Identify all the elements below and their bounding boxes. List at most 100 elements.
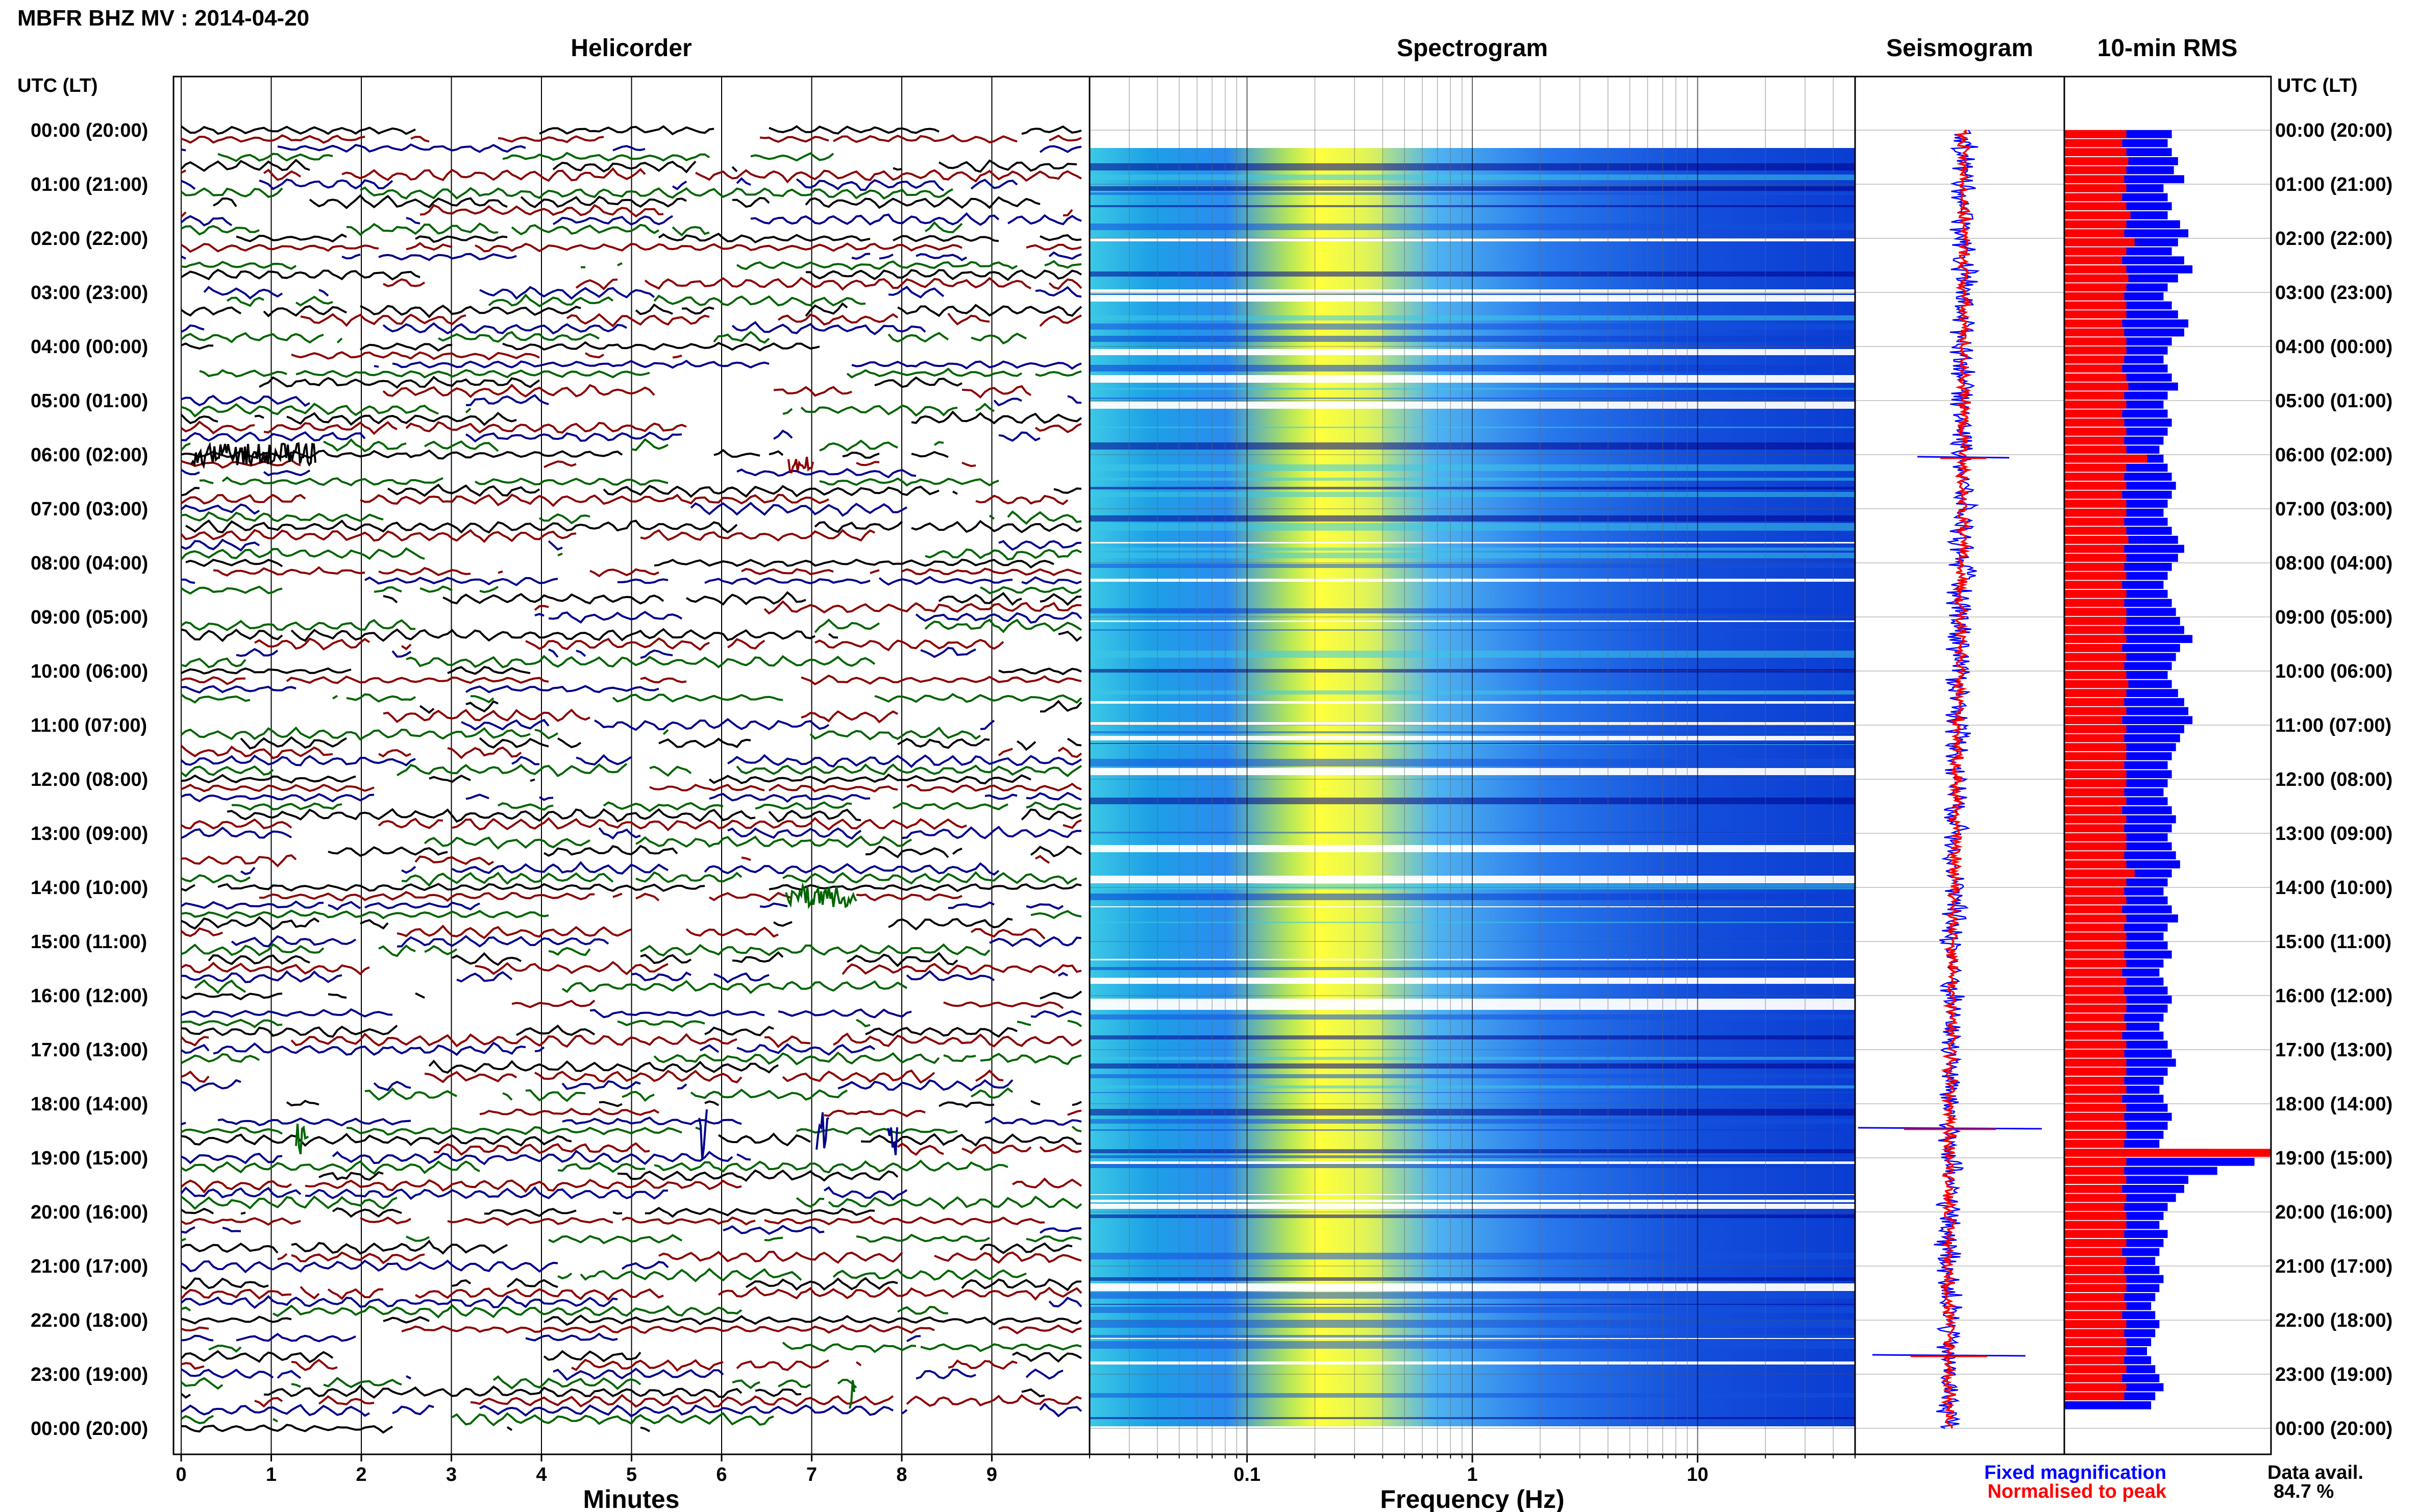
rms-bar-normalised: [2064, 1023, 2127, 1031]
helicorder-trace: [181, 1314, 1082, 1326]
helicorder-trace: [180, 1402, 1082, 1418]
helicorder-trace: [181, 909, 1082, 920]
rms-bar-normalised: [2064, 247, 2127, 256]
rms-bar-normalised: [2064, 788, 2125, 797]
helicorder-trace: [286, 1100, 1082, 1108]
helicorder-trace: [180, 420, 1082, 435]
rms-bar-normalised: [2064, 1311, 2122, 1320]
hour-label-left: 04:00 (00:00): [31, 336, 148, 358]
rms-bar-normalised: [2064, 527, 2127, 535]
helicorder-trace: [255, 638, 1081, 650]
rms-bar-normalised: [2064, 707, 2127, 715]
rms-bar-normalised: [2064, 698, 2125, 706]
rms-bar-normalised: [2064, 1374, 2122, 1382]
rms-bar-normalised: [2064, 1302, 2127, 1310]
rms-bar-normalised: [2064, 716, 2122, 725]
rms-bar-normalised: [2064, 536, 2129, 544]
rms-bar-normalised: [2064, 1185, 2122, 1193]
rms-bar-normalised: [2064, 283, 2127, 292]
helicorder-trace: [181, 782, 1082, 794]
rms-bar-normalised: [2064, 1257, 2127, 1266]
helicorder-trace: [199, 367, 1082, 379]
hour-label-right: 12:00 (08:00): [2275, 769, 2392, 790]
rms-bar-normalised: [2064, 220, 2127, 229]
rms-bar-normalised: [2064, 1112, 2125, 1121]
hour-label-right: 17:00 (13:00): [2275, 1039, 2392, 1061]
rms-bar-normalised: [2064, 229, 2125, 238]
helicorder-trace: [300, 312, 1082, 328]
hour-label-right: 14:00 (10:00): [2275, 877, 2392, 899]
rms-bar-normalised: [2064, 428, 2127, 436]
helicorder-trace: [180, 547, 1082, 561]
helicorder-trace: [479, 1107, 1082, 1118]
rms-bar-normalised: [2064, 544, 2125, 553]
hour-label-left: 00:00 (20:00): [31, 120, 148, 141]
helicorder-trace: [181, 628, 1082, 642]
hour-label-left: 10:00 (06:00): [31, 661, 148, 682]
legend-fixed-magnification: Fixed magnification: [1984, 1462, 2166, 1483]
rms-bar-normalised: [2064, 599, 2125, 607]
rms-bar-normalised: [2064, 337, 2127, 346]
rms-bar-normalised: [2064, 1095, 2122, 1103]
rms-bar-normalised: [2064, 1239, 2127, 1247]
hour-label-right: 09:00 (05:00): [2275, 607, 2392, 628]
helicorder-trace: [180, 268, 1082, 281]
seismogram-trace: [1939, 129, 1973, 1428]
rms-bar-normalised: [2064, 374, 2127, 382]
helicorder-trace: [181, 483, 1082, 498]
helicorder-event: [698, 1109, 708, 1159]
rms-bar-normalised: [2064, 950, 2125, 959]
rms-bar-normalised: [2064, 1293, 2125, 1301]
helicorder-trace: [181, 394, 1082, 407]
rms-bar-normalised: [2064, 328, 2125, 337]
helicorder-trace: [291, 352, 1081, 359]
helicorder-trace: [180, 745, 1082, 759]
rms-bar-normalised: [2064, 490, 2122, 499]
hour-label-right: 04:00 (00:00): [2275, 336, 2392, 358]
hour-label-left: 06:00 (02:00): [31, 444, 148, 466]
hour-label-left: 19:00 (15:00): [31, 1148, 148, 1169]
helicorder-trace: [461, 720, 1081, 730]
helicorder-trace: [213, 195, 1081, 208]
rms-bar-normalised: [2064, 563, 2125, 571]
helicorder-event: [785, 882, 857, 909]
rms-bar-normalised: [2064, 842, 2127, 851]
frequency-tick-label: 10: [1687, 1464, 1708, 1485]
helicorder-trace: [181, 1117, 1082, 1127]
hour-label-right: 07:00 (03:00): [2275, 499, 2392, 520]
rms-bar-normalised: [2064, 1347, 2127, 1355]
helicorder-trace: [232, 801, 1082, 812]
hour-label-left: 16:00 (12:00): [31, 985, 148, 1007]
helicorder-trace: [203, 285, 1082, 300]
hour-label-right: 00:00 (20:00): [2275, 120, 2392, 141]
helicorder-event: [849, 1380, 855, 1409]
rms-bar-normalised: [2064, 1167, 2125, 1175]
hour-label-left: 20:00 (16:00): [31, 1202, 148, 1223]
rms-bar-normalised: [2064, 1149, 2271, 1157]
rms-bar-normalised: [2064, 274, 2129, 283]
rms-bar-normalised: [2064, 851, 2125, 860]
rms-bar-normalised: [2064, 1158, 2127, 1166]
helicorder-trace: [180, 763, 1082, 778]
hour-label-left: 18:00 (14:00): [31, 1094, 148, 1115]
minute-tick-label: 5: [626, 1464, 637, 1485]
hour-label-right: 00:00 (20:00): [2275, 1418, 2392, 1440]
helicorder-trace: [181, 990, 1082, 1001]
hour-label-right: 02:00 (22:00): [2275, 228, 2392, 250]
rms-bar-normalised: [2064, 581, 2122, 589]
hour-label-left: 08:00 (04:00): [31, 553, 148, 574]
rms-bar-normalised: [2064, 1131, 2127, 1139]
helicorder-trace: [181, 1233, 1082, 1245]
legend-normalised-to-peak: Normalised to peak: [1987, 1481, 2166, 1502]
seismogram-panel: [1855, 129, 2064, 1429]
rms-bar-normalised: [2064, 644, 2122, 652]
rms-bar-normalised: [2064, 301, 2127, 310]
rms-bar-fixed: [2064, 1401, 2152, 1409]
hour-label-left: 12:00 (08:00): [31, 769, 148, 790]
rms-bar-normalised: [2064, 1230, 2125, 1238]
rms-bar-normalised: [2064, 572, 2127, 580]
helicorder-event: [816, 1112, 829, 1150]
rms-bar-normalised: [2064, 166, 2127, 175]
rms-bar-normalised: [2064, 626, 2125, 634]
hour-label-left: 01:00 (21:00): [31, 174, 148, 195]
